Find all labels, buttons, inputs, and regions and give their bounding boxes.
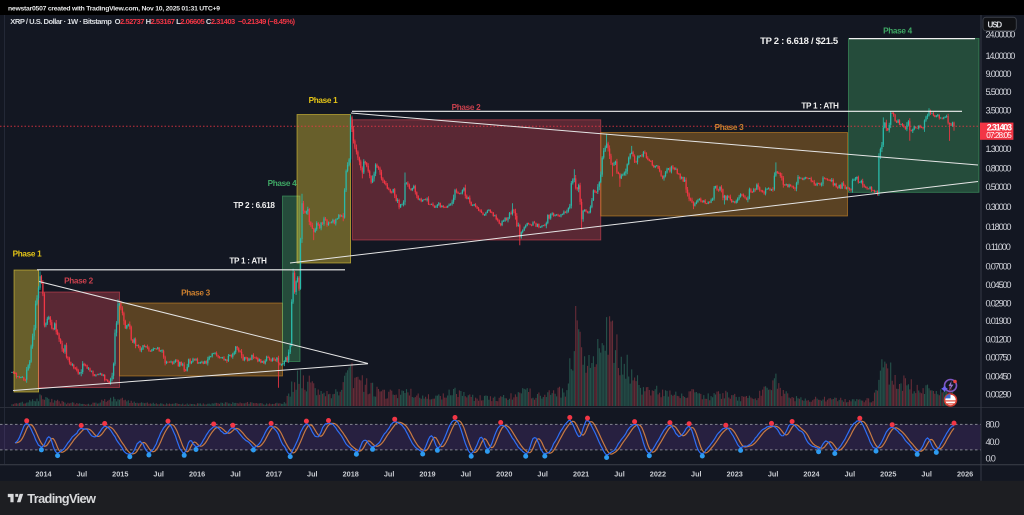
svg-text:0.11000: 0.11000 [986, 242, 1011, 252]
svg-text:0.30000: 0.30000 [986, 202, 1012, 212]
svg-text:Phase 4: Phase 4 [268, 179, 298, 188]
svg-text:0.07000: 0.07000 [986, 262, 1012, 272]
svg-text:TP 2 : 6.618 / $21.5: TP 2 : 6.618 / $21.5 [760, 36, 839, 47]
svg-text:Jul: Jul [691, 470, 702, 479]
svg-text:0.50000: 0.50000 [986, 182, 1012, 192]
svg-text:Jul: Jul [307, 470, 318, 479]
svg-text:40.0: 40.0 [986, 437, 1000, 447]
svg-text:Jul: Jul [768, 470, 779, 479]
svg-text:0.01900: 0.01900 [986, 316, 1012, 326]
svg-text:Jul: Jul [614, 470, 625, 479]
svg-text:Jul: Jul [845, 470, 856, 479]
svg-text:0.02900: 0.02900 [986, 299, 1012, 309]
svg-text:07:28:05: 07:28:05 [986, 131, 1012, 140]
svg-text:14.00000: 14.00000 [986, 51, 1016, 61]
svg-text:Jul: Jul [77, 470, 88, 479]
svg-text:TP 1 : ATH: TP 1 : ATH [229, 257, 267, 266]
svg-text:0.00450: 0.00450 [986, 372, 1012, 382]
svg-text:2020: 2020 [496, 470, 512, 479]
svg-text:2018: 2018 [343, 470, 359, 479]
svg-text:Phase 1: Phase 1 [13, 250, 43, 259]
svg-text:0.00750: 0.00750 [986, 353, 1012, 363]
svg-text:2024: 2024 [803, 470, 820, 479]
svg-text:2016: 2016 [189, 470, 205, 479]
svg-text:1.30000: 1.30000 [986, 144, 1012, 154]
svg-text:TradingView: TradingView [27, 491, 96, 506]
svg-text:9.00000: 9.00000 [986, 69, 1012, 79]
svg-text:24.00000: 24.00000 [986, 30, 1016, 40]
svg-text:0.18000: 0.18000 [986, 222, 1012, 232]
svg-text:Phase 1: Phase 1 [309, 96, 339, 105]
svg-text:newstar0507 created with Tradi: newstar0507 created with TradingView.com… [8, 6, 220, 13]
svg-text:2.31403: 2.31403 [987, 122, 1012, 132]
svg-text:3.50000: 3.50000 [986, 105, 1012, 115]
svg-text:Phase 4: Phase 4 [883, 27, 913, 36]
svg-text:Phase 3: Phase 3 [181, 289, 211, 298]
svg-text:0.80000: 0.80000 [986, 164, 1012, 174]
svg-text:Phase 3: Phase 3 [715, 123, 745, 132]
svg-text:Jul: Jul [921, 470, 932, 479]
svg-text:Jul: Jul [384, 470, 395, 479]
svg-text:0.01200: 0.01200 [986, 335, 1012, 345]
svg-text:XRP / U.S. Dollar · 1W · Bitst: XRP / U.S. Dollar · 1W · Bitstamp O2.527… [10, 17, 295, 26]
svg-text:Jul: Jul [230, 470, 241, 479]
svg-text:Phase 2: Phase 2 [452, 103, 482, 112]
svg-text:80.0: 80.0 [986, 420, 1000, 430]
svg-text:Jul: Jul [153, 470, 164, 479]
svg-text:2015: 2015 [112, 470, 128, 479]
svg-text:TP 1 : ATH: TP 1 : ATH [801, 102, 839, 111]
svg-text:Phase 2: Phase 2 [64, 277, 94, 286]
svg-text:2021: 2021 [573, 470, 589, 479]
svg-text:2026: 2026 [957, 470, 973, 479]
svg-text:USD: USD [988, 21, 1003, 30]
svg-text:2014: 2014 [35, 470, 52, 479]
svg-text:2023: 2023 [727, 470, 743, 479]
svg-text:2022: 2022 [650, 470, 666, 479]
svg-text:Jul: Jul [537, 470, 548, 479]
svg-text:2025: 2025 [880, 470, 896, 479]
svg-text:2017: 2017 [266, 470, 282, 479]
svg-text:0.04500: 0.04500 [986, 280, 1012, 290]
svg-text:Jul: Jul [461, 470, 472, 479]
svg-text:0.00290: 0.00290 [986, 390, 1012, 400]
svg-text:TP 2 : 6.618: TP 2 : 6.618 [233, 201, 275, 210]
svg-text:5.50000: 5.50000 [986, 87, 1012, 97]
svg-text:2019: 2019 [419, 470, 435, 479]
svg-text:0.0: 0.0 [986, 453, 996, 463]
